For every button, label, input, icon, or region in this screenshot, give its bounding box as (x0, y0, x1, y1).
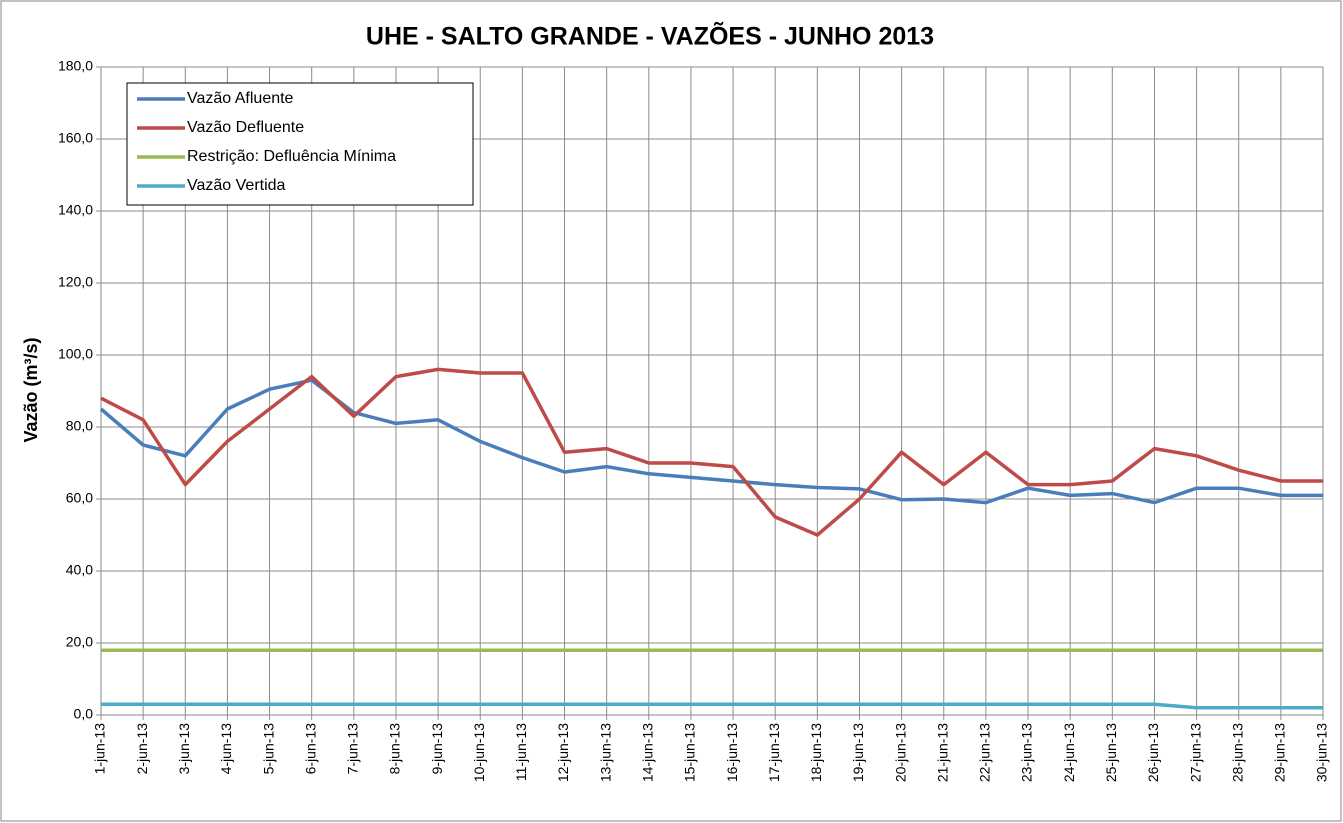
chart-title: UHE - SALTO GRANDE - VAZÕES - JUNHO 2013 (366, 21, 934, 51)
x-tick-label: 8-jun-13 (387, 723, 403, 775)
x-tick-label: 2-jun-13 (134, 723, 150, 775)
series-line (100, 367, 1323, 537)
x-tick-label: 5-jun-13 (260, 723, 276, 775)
x-tick-label: 16-jun-13 (724, 723, 740, 782)
y-tick-label: 140,0 (58, 202, 93, 218)
x-tick-label: 17-jun-13 (766, 723, 782, 782)
x-tick-label: 21-jun-13 (934, 723, 950, 782)
y-tick-label: 40,0 (66, 562, 93, 578)
x-tick-label: 27-jun-13 (1187, 723, 1203, 782)
x-tick-label: 26-jun-13 (1145, 723, 1161, 782)
x-tick-label: 29-jun-13 (1272, 723, 1288, 782)
x-tick-label: 6-jun-13 (302, 723, 318, 775)
x-tick-label: 10-jun-13 (471, 723, 487, 782)
y-tick-label: 0,0 (74, 706, 94, 722)
y-tick-label: 120,0 (58, 274, 93, 290)
x-tick-label: 1-jun-13 (92, 723, 108, 775)
legend-label: Vazão Afluente (187, 90, 294, 107)
x-tick-label: 18-jun-13 (808, 723, 824, 782)
x-tick-label: 9-jun-13 (429, 723, 445, 775)
y-tick-label: 80,0 (66, 418, 93, 434)
x-tick-label: 11-jun-13 (513, 723, 529, 781)
y-tick-label: 60,0 (66, 490, 93, 506)
x-tick-label: 24-jun-13 (1061, 723, 1077, 782)
x-tick-label: 3-jun-13 (176, 723, 192, 775)
y-tick-label: 20,0 (66, 634, 93, 650)
legend-label: Vazão Defluente (187, 119, 304, 136)
x-tick-label: 14-jun-13 (639, 723, 655, 782)
x-tick-label: 30-jun-13 (1314, 723, 1330, 782)
x-tick-label: 15-jun-13 (682, 723, 698, 782)
x-tick-label: 12-jun-13 (555, 723, 571, 782)
y-tick-label: 180,0 (58, 58, 93, 74)
x-tick-label: 25-jun-13 (1103, 723, 1119, 782)
y-tick-label: 100,0 (58, 346, 93, 362)
x-tick-label: 4-jun-13 (218, 723, 234, 775)
x-tick-label: 28-jun-13 (1229, 723, 1245, 782)
y-tick-label: 160,0 (58, 130, 93, 146)
x-tick-label: 13-jun-13 (597, 723, 613, 782)
x-tick-label: 20-jun-13 (892, 723, 908, 782)
x-tick-label: 19-jun-13 (850, 723, 866, 782)
y-axis-label: Vazão (m³/s) (21, 337, 41, 442)
x-tick-label: 23-jun-13 (1019, 723, 1035, 782)
legend-label: Vazão Vertida (187, 177, 286, 194)
series-line (101, 702, 1323, 710)
x-tick-label: 7-jun-13 (345, 723, 361, 775)
x-tick-label: 22-jun-13 (977, 723, 993, 782)
legend-label: Restrição: Defluência Mínima (187, 148, 396, 165)
